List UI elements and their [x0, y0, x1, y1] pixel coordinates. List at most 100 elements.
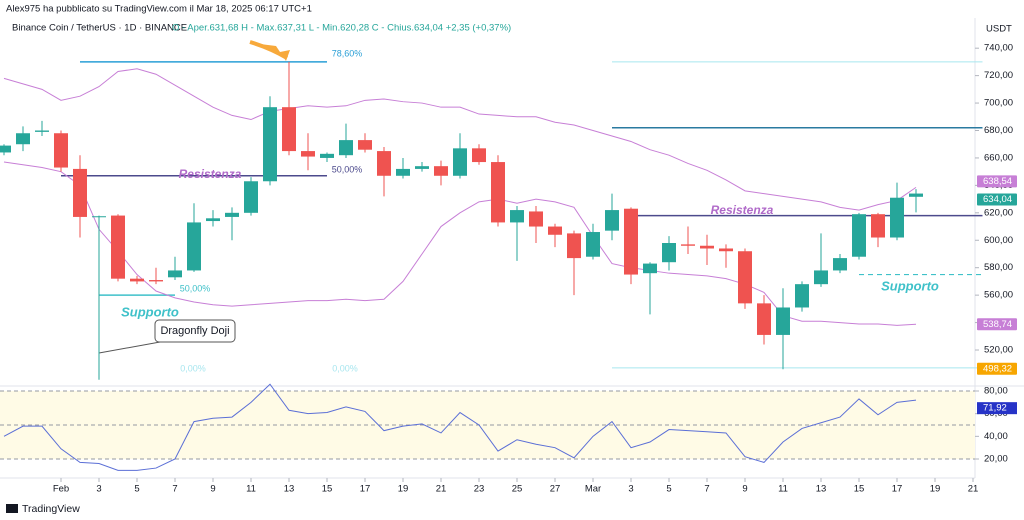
candle-body	[719, 248, 733, 252]
callout-pointer	[98, 341, 161, 354]
price-label: 638,54	[983, 176, 1012, 187]
x-tick-label: 5	[666, 484, 671, 495]
x-tick-label: 13	[284, 484, 295, 495]
x-tick-label: 19	[930, 484, 941, 495]
candle-body	[130, 278, 144, 282]
candle-body	[168, 270, 182, 278]
x-tick-label: 21	[436, 484, 447, 495]
ohlc: O - Aper.631,68 H - Max.637,31 L - Min.6…	[172, 23, 511, 34]
annotation: Supporto	[881, 278, 939, 293]
rsi-line	[3, 383, 917, 471]
price-label: 634,04	[983, 194, 1012, 205]
candle-body	[871, 214, 885, 238]
x-tick-label: 17	[892, 484, 903, 495]
x-tick-label: 13	[816, 484, 827, 495]
candle-body	[339, 140, 353, 156]
arrow	[249, 40, 289, 60]
candle-body	[187, 222, 201, 271]
candle-body	[415, 166, 429, 169]
y-tick-label: 560,00	[984, 290, 1013, 301]
price-label-bg	[977, 175, 1017, 188]
bollinger-band	[3, 161, 917, 326]
candle-body	[35, 130, 49, 132]
annotation: Resistenza	[179, 167, 242, 181]
x-tick-label: 15	[322, 484, 333, 495]
candle-body	[73, 168, 87, 217]
x-tick-label: 11	[246, 484, 256, 495]
y-tick-label: 700,00	[984, 98, 1013, 109]
candle-body	[529, 211, 543, 227]
candle-body	[282, 107, 296, 152]
x-tick-label: 3	[96, 484, 101, 495]
x-tick-label: 17	[360, 484, 371, 495]
candle-body	[472, 148, 486, 163]
annotation: 50,00%	[332, 164, 363, 174]
x-tick-label: 19	[398, 484, 409, 495]
x-tick-label: 7	[172, 484, 177, 495]
candle-body	[358, 140, 372, 150]
candle-body	[795, 284, 809, 308]
y-tick-label: 600,00	[984, 235, 1013, 246]
candle-body	[567, 233, 581, 259]
x-tick-label: 27	[550, 484, 561, 495]
price-label: 498,32	[983, 363, 1012, 374]
y-tick-label: 680,00	[984, 125, 1013, 136]
y-tick-label: 520,00	[984, 345, 1013, 356]
price-label-bg	[977, 193, 1017, 206]
annotation: 0,00%	[332, 363, 358, 373]
logo-icon	[6, 504, 18, 513]
candle-body	[92, 216, 106, 218]
candle-body	[111, 215, 125, 279]
candle-body	[0, 145, 11, 153]
candle-body	[434, 166, 448, 176]
author: Alex975 ha pubblicato su TradingView.com…	[6, 4, 312, 15]
candle-body	[377, 151, 391, 176]
x-tick-label: 25	[512, 484, 523, 495]
candle-body	[890, 197, 904, 238]
symbol: Binance Coin / TetherUS · 1D · BINANCE	[12, 23, 187, 34]
y-tick-label: 620,00	[984, 207, 1013, 218]
annotation: 78,60%	[332, 48, 363, 58]
candle-body	[681, 244, 695, 246]
candle-body	[738, 251, 752, 304]
candle-body	[757, 303, 771, 335]
candle-body	[833, 258, 847, 271]
price-label-bg	[977, 318, 1017, 331]
candle-body	[624, 208, 638, 275]
bollinger-band	[3, 68, 917, 211]
x-tick-label: 5	[134, 484, 139, 495]
x-tick-label: 3	[628, 484, 633, 495]
candle-body	[852, 214, 866, 257]
candle-body	[586, 232, 600, 257]
y-tick-label: 720,00	[984, 70, 1013, 81]
x-tick-label: 7	[704, 484, 709, 495]
annotation: 0,00%	[180, 363, 206, 373]
candle-body	[244, 181, 258, 213]
candle-body	[510, 210, 524, 223]
rsi-last-label: 71,92	[983, 403, 1007, 414]
candle-body	[776, 307, 790, 335]
candle-body	[149, 280, 163, 282]
candle-body	[225, 212, 239, 217]
rsi-tick-label: 80,00	[984, 386, 1008, 397]
callout-box	[154, 319, 236, 343]
candle-body	[263, 107, 277, 182]
candle-body	[700, 245, 714, 249]
annotation: Resistenza	[711, 203, 774, 217]
candle-body	[301, 151, 315, 157]
x-tick-label: 9	[210, 484, 215, 495]
candle-body	[54, 133, 68, 168]
rsi-tick-label: 40,00	[984, 431, 1008, 442]
candle-body	[548, 226, 562, 235]
candle-body	[453, 148, 467, 176]
currency: USDT	[986, 24, 1012, 35]
x-tick-label: Mar	[585, 484, 601, 495]
candle-body	[662, 243, 676, 263]
x-tick-label: 23	[474, 484, 485, 495]
price-label: 538,74	[983, 319, 1012, 330]
candle-body	[396, 168, 410, 176]
x-tick-label: 21	[968, 484, 979, 495]
candle-body	[320, 153, 334, 158]
candle-body	[643, 263, 657, 274]
